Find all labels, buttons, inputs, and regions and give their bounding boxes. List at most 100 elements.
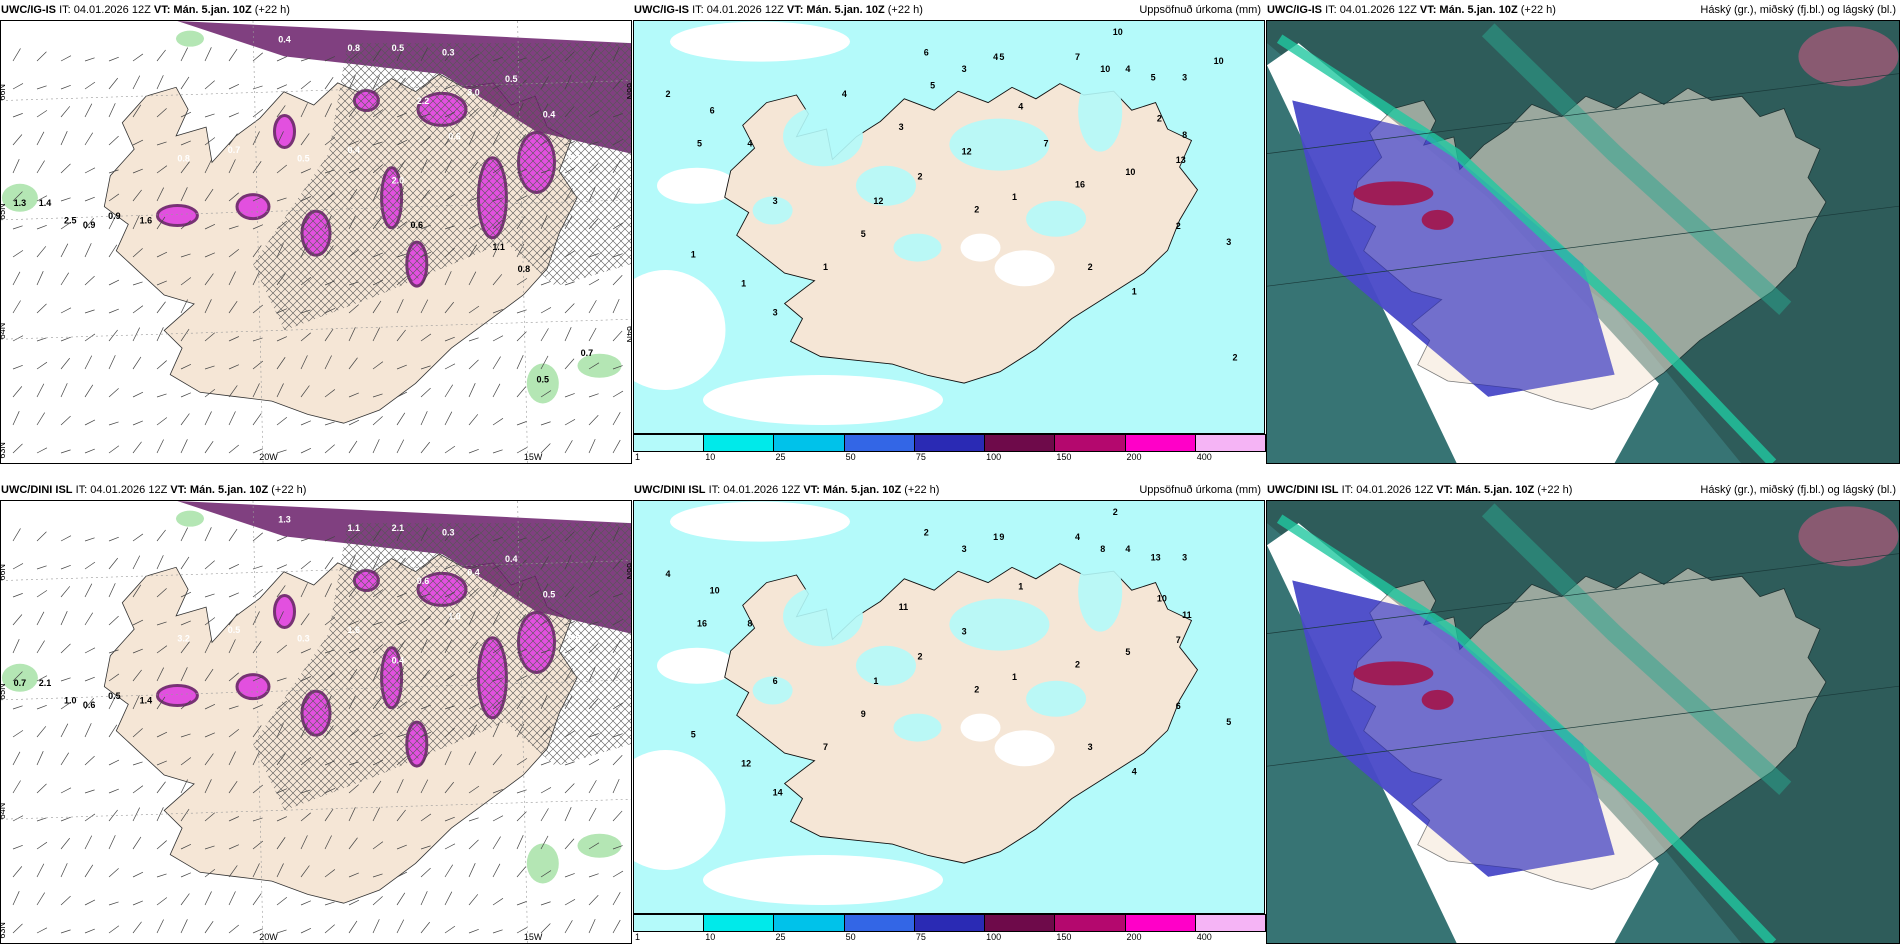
cloud-map-canvas [1267,501,1899,943]
wind-barb [36,927,48,934]
wind-barb [540,618,552,626]
land-precip-area [752,196,793,225]
precip-value-label: 5 [1226,717,1231,727]
wind-barb [492,645,504,654]
wind-barb [132,836,142,850]
precip-value-label: 5 [861,229,866,239]
wind-barb [108,215,117,230]
wind-barb [588,110,600,118]
precip-value-label: 2 [1157,114,1162,124]
wind-barb [540,169,551,174]
wind-barb [108,388,119,398]
map-ig-precip[interactable]: 10 4 6 3 5 7 10 5 4 3 2 8 13 10 16 12 12 3 4 2 1 1 3 5 2 1 2 1 3 2 1 2 4… [633,20,1265,434]
wind-barb [156,667,164,682]
wind-barb [36,51,47,62]
wind-barb [588,698,599,710]
wind-barb [252,863,260,878]
precip-value-label: 3 [1226,237,1231,247]
precip-value-label: 11 [899,602,909,612]
wind-barb [36,640,45,654]
precip-value-label: 2 [1088,262,1093,272]
wind-barb [396,391,408,398]
wind-barb [300,756,312,766]
wind-barb [180,872,191,878]
light-precip-area [526,363,559,404]
wind-barb [252,108,264,118]
map-ig-cloud[interactable] [1266,20,1900,464]
wind-barb [156,251,168,258]
wind-barb [588,163,599,174]
lat-label: 63N [1,442,7,459]
wind-barb [300,448,312,454]
map-dini-precip[interactable]: 2 1 2 3 9 4 8 13 4 3 10 11 7 5 2 3 1 6 8 4 5 12 14 9 2 1 3 4 5 6 7 2 1 11… [633,500,1265,914]
wind-barb [516,103,524,118]
wind-barb [204,159,212,174]
wind-barb [348,620,359,626]
wind-barb [396,733,407,738]
wind-barb [348,357,358,370]
land-precip-area [856,165,916,206]
wind-barb [324,136,336,146]
init-time: IT: 04.01.2026 12Z [1341,484,1434,496]
wind-barb [540,55,552,62]
wind-barb [420,333,432,342]
colorbar-swatch [843,434,915,452]
wind-barb [60,106,71,118]
wind-barb [204,332,215,342]
wind-barb [180,757,192,766]
wind-barb [540,695,548,710]
wind-barb [180,140,191,146]
wind-barb [372,667,380,682]
wind-barb [132,168,143,174]
wind-barb [156,897,168,906]
wind-barb [108,77,119,90]
wind-barb [204,845,215,850]
panel-dini-cloud: UWC/DINI ISL IT: 04.01.2026 12Z VT: Mán.… [1266,480,1900,950]
wind-barb [180,47,188,62]
wind-barb [348,532,359,542]
wind-barb [540,76,549,90]
wind-barb [324,421,335,426]
wind-barb [492,863,501,878]
wind-barb [204,617,216,626]
wind-barb [468,161,479,174]
wind-barb [612,754,623,766]
wind-barb [516,278,528,286]
cloud-map-canvas [1267,21,1899,463]
wind-barb [324,924,335,934]
lon-label: 15W [524,452,543,462]
hatched-region [253,523,631,811]
wind-barb [468,565,479,570]
value-label: 1.0 [64,695,77,705]
clear-sea-area [634,750,726,870]
wind-barb [444,781,455,794]
wind-barb [108,649,119,654]
wind-barb [492,383,501,398]
wind-barb [12,639,20,654]
wind-barb [204,188,214,202]
wind-barb [252,304,264,314]
wind-barb [324,328,334,342]
wind-barb [372,807,380,822]
wind-barb [228,751,236,766]
precip-value-label: 3 [962,627,967,637]
wind-barb [444,591,456,598]
wind-barb [420,616,431,626]
precip-value-label: 1 [993,532,998,542]
wind-barb [516,195,528,202]
dry-land-area [994,730,1055,767]
precip-value-label: 4 [1018,101,1023,111]
map-dini-cloud[interactable] [1266,500,1900,944]
map-dini-wind[interactable]: 66N 65N 64N 63N 66N 20W 15W 1.3 1.1 2.1 0.3 0.4 0.6 1… [0,500,632,944]
wind-barb [468,337,479,342]
wind-barb [132,533,144,542]
map-ig-wind[interactable]: 66N 65N 64N 63N 66N 64N 20W 15W 0.4 0.8 0.5 0.3 3.0 2… [0,20,632,464]
wind-barb [492,131,501,146]
value-label: 2.5 [64,215,77,225]
wind-barb [132,921,142,934]
wind-barb [276,416,288,426]
precip-value-label: 6 [773,676,778,686]
wind-barb [84,647,96,654]
wind-barb [108,788,119,794]
colorbar-swatch [703,914,775,932]
